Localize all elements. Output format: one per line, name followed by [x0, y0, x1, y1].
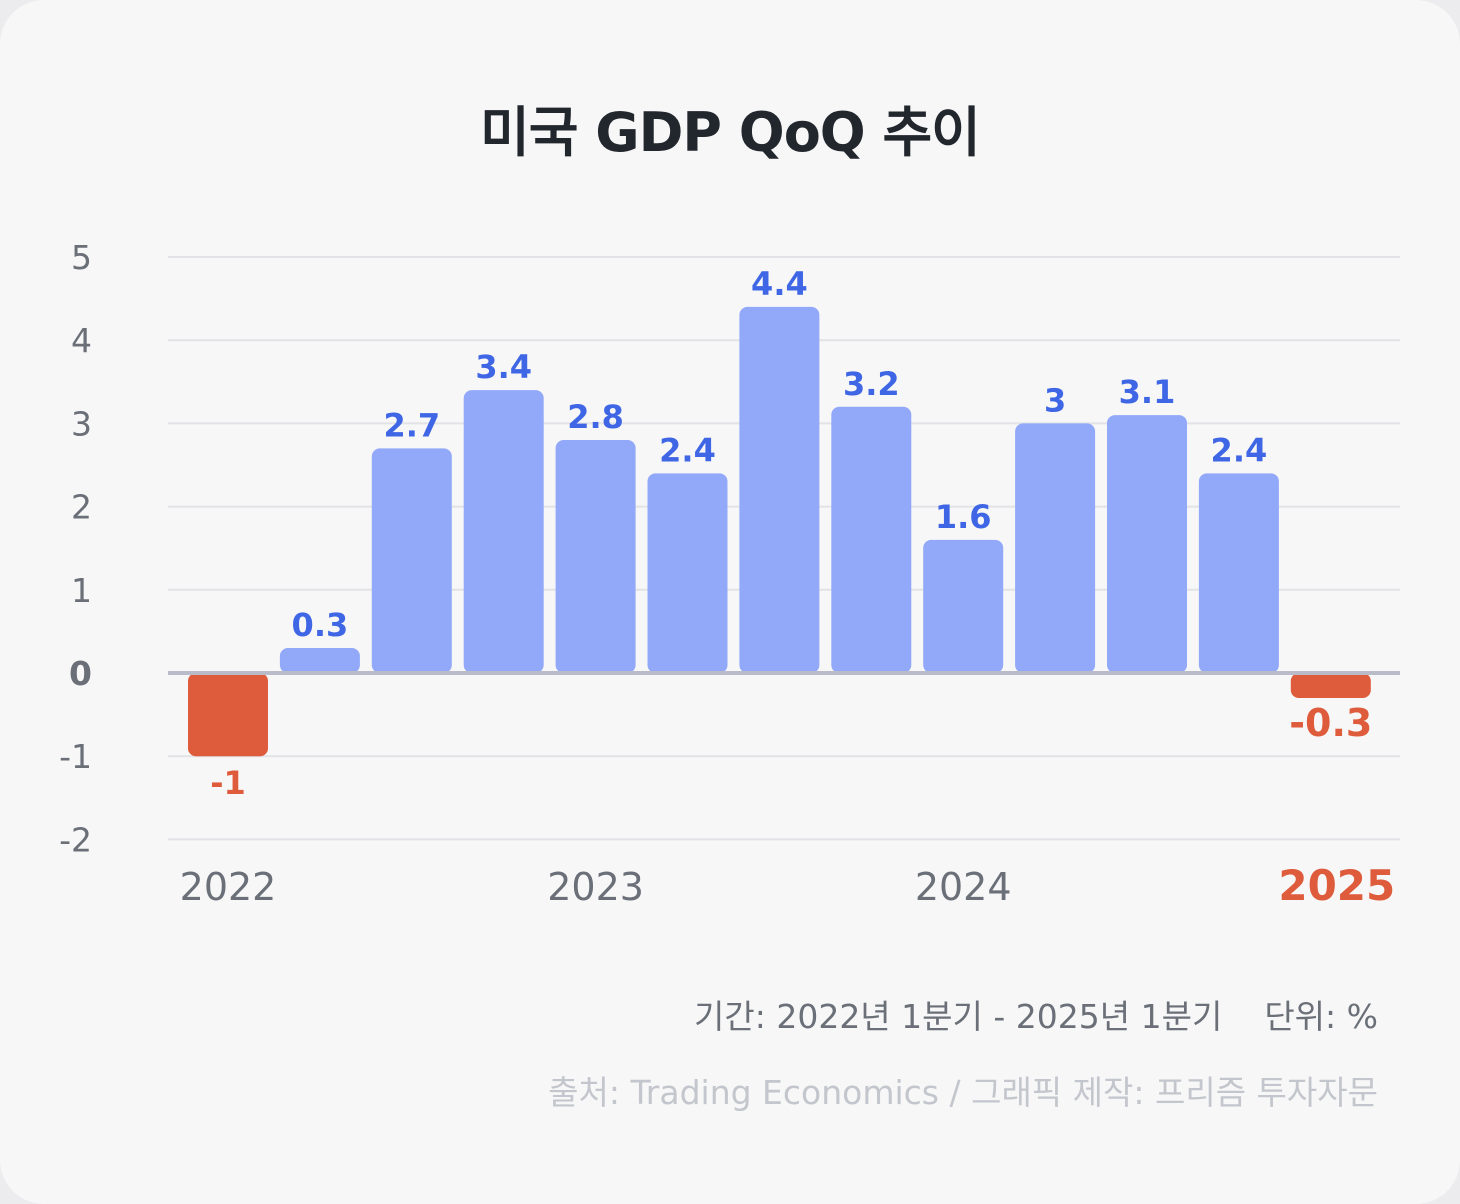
bar: [463, 390, 544, 673]
y-tick-label: -2: [59, 820, 92, 859]
y-tick-label: 5: [71, 238, 92, 277]
data-label: -1: [210, 764, 246, 802]
unit-text: 단위: %: [1264, 997, 1378, 1036]
data-label: -0.3: [1289, 701, 1372, 745]
y-tick-label: 0: [69, 654, 92, 693]
y-tick-label: 4: [71, 321, 92, 360]
bar: [279, 648, 360, 673]
bar-chart: 5 4 3 2 1 0 -1 -2 -1 0.3 2.7 3.4 2.8 2.4 4.4 3.2 1.6 3 3.1…: [59, 238, 1400, 910]
bar: [1198, 473, 1279, 673]
x-year-label: 2024: [915, 865, 1012, 909]
bar: [923, 539, 1004, 673]
bar: [1107, 415, 1187, 673]
bar: [555, 440, 636, 673]
data-label: 2.7: [383, 406, 440, 444]
data-label: 3.2: [843, 365, 900, 403]
y-tick-label: -1: [59, 737, 92, 776]
chart-title: 미국 GDP QoQ 추이: [480, 101, 981, 164]
data-label: 1.6: [935, 498, 992, 536]
data-label: 2.4: [659, 431, 716, 469]
data-label: 3: [1044, 381, 1066, 419]
bar: [647, 473, 728, 673]
data-label: 2.4: [1211, 431, 1268, 469]
data-label: 3.1: [1119, 373, 1176, 411]
bar: [1015, 423, 1096, 673]
bar: [188, 673, 268, 757]
y-tick-label: 3: [71, 404, 92, 443]
x-year-label: 2022: [180, 865, 277, 909]
source-note: 출처: Trading Economics / 그래픽 제작: 프리즘 투자자문: [548, 1073, 1378, 1112]
x-year-label: 2025: [1278, 861, 1395, 910]
data-label: 3.4: [475, 348, 532, 386]
period-note: 기간: 2022년 1분기 - 2025년 1분기 단위: %: [694, 990, 1378, 1038]
y-tick-label: 2: [71, 488, 92, 527]
bar: [831, 406, 912, 673]
period-text: 기간: 2022년 1분기 - 2025년 1분기: [694, 997, 1223, 1036]
data-label: 0.3: [292, 606, 349, 644]
data-label: 2.8: [567, 398, 624, 436]
x-year-label: 2023: [547, 865, 644, 909]
data-label: 4.4: [751, 265, 808, 303]
bar: [1290, 673, 1371, 698]
y-tick-label: 1: [71, 571, 92, 610]
bar: [739, 306, 820, 673]
bar: [371, 448, 452, 673]
